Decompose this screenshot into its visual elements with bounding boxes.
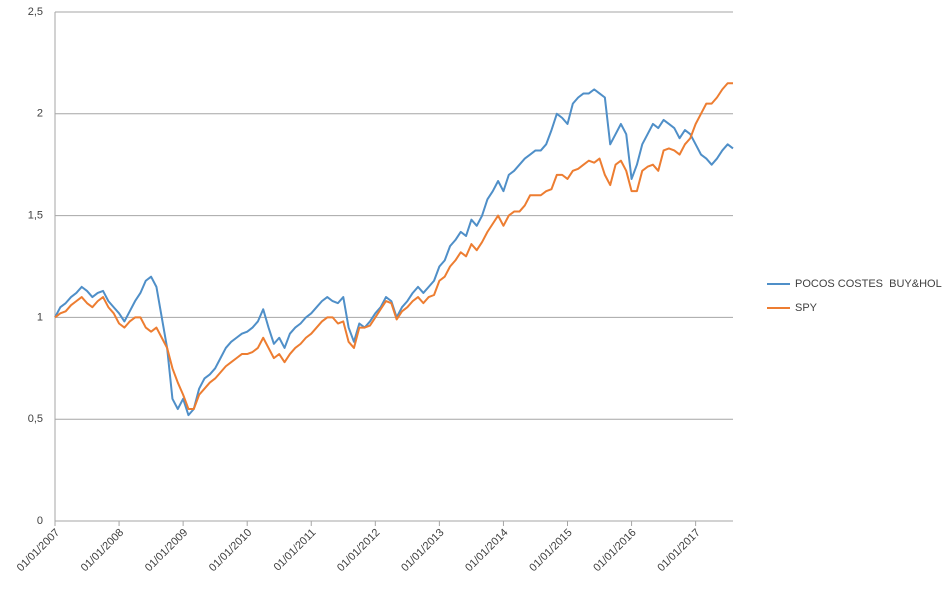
- x-tick-label: 01/01/2007: [15, 527, 62, 574]
- x-tick-label: 01/01/2010: [207, 527, 254, 574]
- y-tick-label: 2,5: [28, 6, 43, 18]
- x-tick-label: 01/01/2008: [79, 527, 126, 574]
- x-tick-label: 01/01/2014: [463, 527, 510, 574]
- y-tick-label: 2: [37, 108, 43, 120]
- x-tick-label: 01/01/2012: [335, 527, 382, 574]
- y-tick-label: 0: [37, 515, 43, 527]
- y-tick-label: 1,5: [28, 210, 43, 222]
- y-tick-label: 1: [37, 311, 43, 323]
- x-tick-label: 01/01/2013: [399, 527, 446, 574]
- y-tick-label: 0,5: [28, 413, 43, 425]
- x-tick-label: 01/01/2017: [655, 527, 702, 574]
- x-tick-label: 01/01/2016: [591, 527, 638, 574]
- x-tick-label: 01/01/2009: [143, 527, 190, 574]
- data-line: [54, 82, 733, 411]
- data-line: [54, 88, 734, 417]
- x-tick-label: 01/01/2011: [272, 527, 319, 574]
- legend-label: SPY: [795, 302, 818, 314]
- legend-label: POCOS COSTES BUY&HOLD: [795, 278, 942, 290]
- x-tick-label: 01/01/2015: [527, 527, 574, 574]
